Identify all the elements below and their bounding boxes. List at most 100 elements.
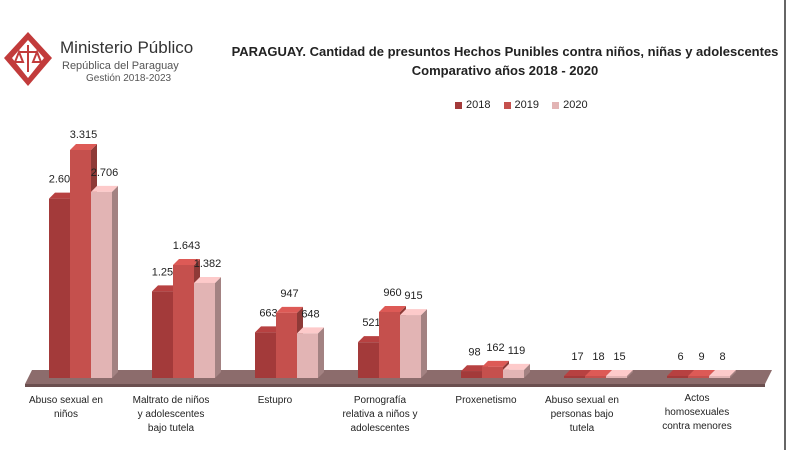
data-label-2019-cat-1: 1.643: [173, 240, 201, 252]
bar-2020-cat-0: [91, 185, 118, 378]
bar-top: [194, 276, 221, 283]
bar-side: [215, 276, 221, 378]
data-label-2018-cat-1: 1.259: [152, 266, 180, 278]
data-label-2019-cat-4: 162: [486, 342, 504, 354]
data-label-2020-cat-5: 15: [613, 351, 625, 363]
bar-side: [627, 370, 633, 378]
bar-top: [152, 285, 179, 292]
bar-front: [358, 342, 379, 378]
legend-item-2019: 2019: [503, 99, 539, 111]
data-label-2018-cat-0: 2.608: [49, 174, 77, 186]
bar-front: [564, 376, 585, 378]
bar-top: [173, 258, 200, 265]
bar-top: [503, 363, 530, 370]
bar-top: [482, 360, 509, 367]
data-label-2018-cat-5: 17: [571, 351, 583, 363]
bar-2020-cat-5: [606, 370, 633, 378]
ministerio-logo: [0, 28, 200, 96]
bar-side: [730, 370, 736, 378]
org-period: Gestión 2018-2023: [86, 73, 172, 84]
bar-front: [194, 282, 215, 378]
bar-top: [276, 306, 303, 313]
legend-swatch-2020: [552, 101, 560, 109]
bar-top: [564, 370, 591, 376]
bar-front: [482, 366, 503, 378]
bar-top: [358, 336, 385, 343]
data-label-2020-cat-3: 915: [404, 290, 422, 302]
bar-top: [667, 370, 694, 376]
bar-front: [91, 191, 112, 378]
data-label-2018-cat-6: 6: [677, 351, 683, 363]
bar-front: [667, 376, 688, 378]
bar-front: [152, 291, 173, 378]
bar-top: [70, 144, 97, 150]
bar-2020-cat-6: [709, 370, 736, 378]
data-label-2019-cat-3: 960: [383, 287, 401, 299]
bar-top: [91, 185, 118, 192]
data-label-2020-cat-4: 119: [508, 345, 526, 357]
bar-front: [688, 376, 709, 378]
bar-front: [49, 198, 70, 378]
data-label-2020-cat-0: 2.706: [91, 167, 119, 179]
legend-swatch-2018: [455, 101, 462, 109]
bar-top: [379, 305, 406, 312]
bar-front: [276, 312, 297, 378]
bar-top: [688, 370, 715, 376]
bar-2020-cat-2: [297, 327, 324, 378]
category-label-2: Estupro: [257, 395, 293, 406]
bar-side: [421, 309, 427, 378]
data-label-2020-cat-6: 8: [719, 351, 725, 363]
bar-2020-cat-3: [400, 309, 427, 378]
bar-top: [606, 370, 633, 376]
data-label-2019-cat-6: 9: [698, 351, 704, 363]
bar-top: [297, 327, 324, 334]
bar-top: [49, 192, 76, 199]
bar-side: [318, 327, 324, 378]
category-label-4: Proxenetismo: [455, 395, 517, 406]
data-label-2019-cat-0: 3.315: [70, 129, 98, 141]
bar-top: [461, 365, 488, 372]
legend-swatch-2019: [503, 101, 511, 109]
bar-top: [400, 309, 427, 316]
bar-front: [709, 376, 730, 378]
bar-side: [112, 185, 118, 378]
chart-subtitle: Comparativo años 2018 - 2020: [411, 63, 599, 78]
bar-2020-cat-4: [503, 363, 530, 378]
data-label-2019-cat-5: 18: [592, 351, 604, 363]
legend-item-2018: 2018: [455, 99, 490, 111]
bar-front: [255, 332, 276, 378]
legend-item-2020: 2020: [552, 99, 588, 111]
data-label-2019-cat-2: 947: [280, 288, 298, 300]
bar-front: [503, 369, 524, 378]
category-label-6: Actos homosexuales contra menores: [662, 393, 732, 432]
bar-side: [524, 363, 530, 378]
bar-front: [461, 371, 482, 378]
bar-front: [400, 315, 421, 378]
bar-front: [173, 264, 194, 378]
org-name: Ministerio Público: [60, 38, 194, 57]
bar-front: [297, 333, 318, 378]
category-label-5: Abuso sexual en personas bajo tutela: [545, 395, 619, 434]
category-label-0: Abuso sexual en niños: [29, 395, 103, 420]
bar-top: [709, 370, 736, 376]
bar-top: [585, 370, 612, 376]
data-label-2020-cat-1: 1.382: [194, 258, 222, 270]
bar-front: [379, 311, 400, 378]
data-label-2020-cat-2: 648: [301, 308, 319, 320]
category-label-3: Pornografía relativa a niños y adolescente…: [342, 395, 418, 434]
data-label-2018-cat-3: 521: [362, 317, 380, 329]
category-label-1: Maltrato de niños y adolescentes bajo tute…: [132, 395, 210, 434]
bar-2020-cat-1: [194, 276, 221, 378]
right-border: [784, 0, 786, 450]
data-label-2018-cat-2: 663: [259, 307, 277, 319]
org-country: República del Paraguay: [62, 60, 179, 72]
bar-top: [255, 326, 282, 333]
legend-label-2018: 2018: [466, 99, 491, 111]
legend-label-2020: 2020: [563, 99, 588, 111]
bar-front: [606, 376, 627, 378]
chart-title-block: PARAGUAY. Cantidad de presuntos Hechos P…: [225, 42, 785, 80]
bar-front: [585, 376, 606, 378]
chart-title: PARAGUAY. Cantidad de presuntos Hechos P…: [231, 44, 779, 59]
bar-front: [70, 150, 91, 378]
